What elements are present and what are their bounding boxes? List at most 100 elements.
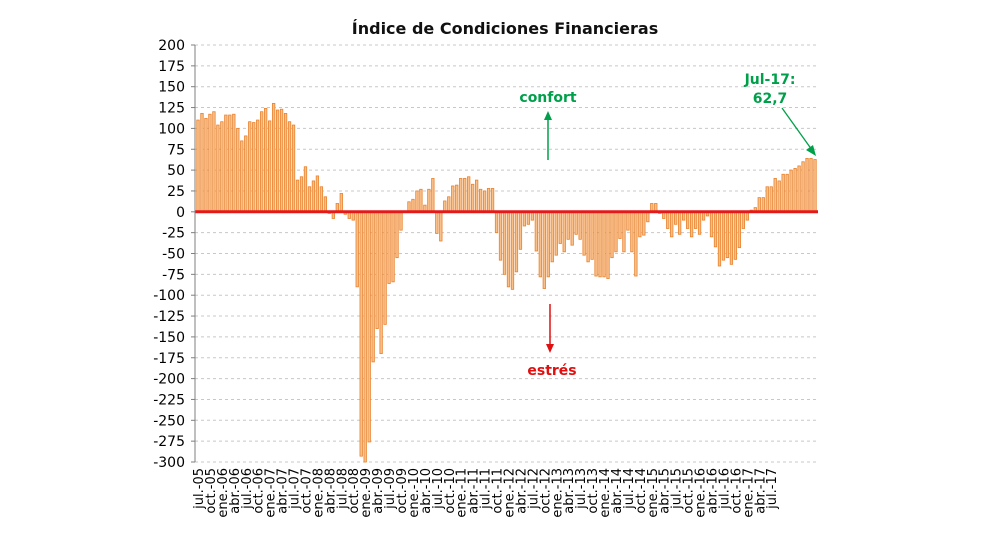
bar (630, 211, 634, 253)
last-value-arrow-shaft (781, 107, 813, 151)
x-tick-label: oct.-13 (586, 468, 601, 514)
bar (586, 211, 590, 263)
bar (359, 211, 363, 457)
y-tick-label: 125 (158, 101, 185, 117)
annotation-last-value: Jul-17: 62,7 (744, 72, 816, 156)
bar (558, 211, 562, 244)
bar (311, 180, 316, 213)
x-tick-label: jul.-15 (670, 468, 685, 510)
bar (666, 211, 670, 229)
x-tick-label: oct.-10 (443, 468, 458, 514)
bar (534, 211, 538, 252)
bar (590, 211, 594, 260)
bar (646, 211, 650, 223)
bar (419, 188, 423, 213)
x-tick-label: jul.-17 (765, 468, 780, 510)
bar (518, 211, 523, 250)
bar (415, 190, 419, 213)
bar (375, 211, 379, 329)
bar (443, 200, 447, 213)
x-axis-ticks: jul.-05oct.-05ene.-06abr.-06jul.-06oct.-… (192, 468, 780, 518)
bar (522, 211, 527, 227)
x-tick-label: abr.-11 (467, 468, 482, 514)
bar (785, 173, 789, 213)
x-tick-label: abr.-13 (562, 468, 577, 514)
bar (769, 186, 773, 213)
bar (697, 211, 702, 235)
x-tick-label: ene.-15 (646, 468, 661, 518)
x-tick-label: oct.-09 (395, 468, 410, 514)
x-tick-label: jul.-11 (479, 468, 494, 510)
x-tick-label: jul.-09 (383, 468, 398, 510)
bar (427, 188, 431, 213)
x-tick-label: ene.-14 (598, 468, 613, 518)
estres-arrow-down-icon (546, 344, 554, 353)
bar (765, 186, 769, 213)
x-tick-label: jul.-07 (288, 468, 303, 510)
y-tick-label: -150 (153, 330, 185, 346)
bar (463, 178, 467, 213)
x-tick-label: oct.-12 (538, 468, 553, 514)
bar (407, 201, 411, 213)
x-tick-label: oct.-05 (204, 468, 219, 514)
bar (638, 211, 642, 238)
x-tick-label: oct.-11 (491, 468, 506, 514)
x-tick-label: jul.-13 (574, 468, 589, 510)
bar (550, 211, 554, 263)
bar (264, 107, 268, 213)
y-tick-label: -275 (153, 434, 185, 450)
bar (717, 211, 722, 267)
bar (805, 158, 809, 213)
x-tick-label: oct.-06 (252, 468, 267, 514)
bar (451, 185, 455, 213)
x-tick-label: oct.-08 (347, 468, 362, 514)
x-tick-label: ene.-08 (311, 468, 326, 518)
bar (371, 211, 375, 363)
bar (399, 211, 403, 231)
bar (387, 211, 391, 284)
bar (295, 179, 300, 213)
bar (793, 168, 797, 213)
bar (594, 211, 598, 277)
bar (447, 196, 451, 213)
bar (526, 211, 531, 225)
x-tick-label: jul.-08 (335, 468, 350, 510)
bar (455, 184, 459, 213)
bar (709, 211, 714, 238)
bar (395, 211, 399, 259)
bar (622, 211, 626, 253)
bar (467, 176, 471, 213)
bars (196, 102, 817, 463)
bar (478, 188, 483, 213)
bar (578, 211, 582, 240)
y-tick-label: 25 (167, 184, 185, 200)
bar (570, 211, 574, 246)
x-tick-label: abr.-07 (276, 468, 291, 514)
bar (502, 211, 507, 275)
bar (271, 102, 276, 213)
bar (678, 211, 682, 235)
bar (391, 211, 395, 283)
bar (801, 161, 805, 213)
x-tick-label: ene.-13 (550, 468, 565, 518)
x-tick-label: abr.-09 (371, 468, 386, 514)
bar (208, 113, 212, 213)
x-tick-label: oct.-15 (682, 468, 697, 514)
bar (471, 183, 475, 213)
bar (721, 211, 726, 261)
bar (236, 127, 240, 213)
annotation-confort-label: confort (519, 90, 576, 106)
bar (291, 124, 296, 213)
bar (797, 165, 801, 213)
x-tick-label: ene.-12 (502, 468, 517, 518)
bar (260, 111, 264, 213)
bar (240, 140, 244, 213)
bar (566, 211, 570, 240)
x-tick-label: abr.-14 (610, 468, 625, 514)
annotation-last-value: 62,7 (753, 91, 788, 107)
x-tick-label: jul.-14 (622, 468, 637, 510)
bar (459, 178, 463, 213)
bar (212, 111, 216, 213)
y-tick-label: 50 (167, 163, 185, 179)
x-tick-label: ene.-16 (694, 468, 709, 518)
